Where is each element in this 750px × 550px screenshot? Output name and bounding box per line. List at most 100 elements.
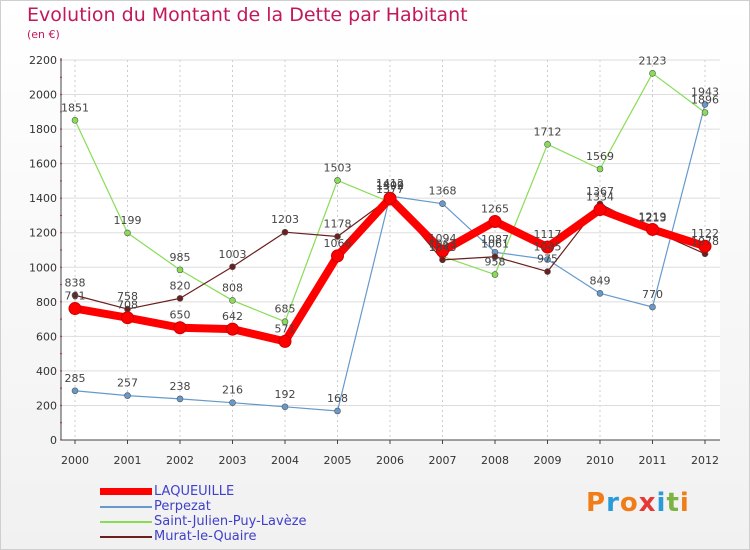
x-tick-label: 2001: [114, 454, 142, 467]
data-label: 1178: [324, 218, 352, 231]
data-label: 975: [537, 253, 558, 266]
data-label: 1412: [376, 177, 404, 190]
data-point: [68, 302, 82, 316]
data-label: 216: [222, 384, 243, 397]
legend-label: Murat-le-Quaire: [154, 529, 257, 544]
data-point: [229, 297, 236, 304]
data-point: [701, 101, 709, 108]
data-label: 1219: [639, 210, 667, 223]
y-tick-label: 1600: [29, 158, 57, 171]
data-point: [71, 387, 79, 395]
data-label: 2123: [639, 54, 667, 67]
data-label: 958: [485, 256, 506, 269]
data-label: 838: [65, 276, 86, 289]
data-point: [176, 395, 184, 403]
proxiti-logo: Proxiti: [586, 488, 690, 518]
x-tick-label: 2009: [534, 454, 562, 467]
data-point: [593, 203, 607, 217]
x-tick-label: 2012: [691, 454, 719, 467]
legend-label: Saint-Julien-Puy-Lavèze: [154, 514, 307, 529]
x-tick-label: 2003: [219, 454, 247, 467]
data-point: [176, 295, 184, 302]
data-label: 1569: [586, 150, 614, 163]
data-point: [71, 291, 79, 299]
data-label: 1043: [429, 241, 457, 254]
data-label: 758: [117, 290, 138, 303]
data-label: 1712: [534, 125, 562, 138]
legend-label: Perpezat: [154, 499, 211, 514]
data-point: [488, 215, 502, 228]
data-label: 571: [275, 322, 296, 335]
data-label: 770: [642, 288, 663, 301]
data-point: [124, 392, 131, 399]
data-label: 1896: [691, 94, 719, 107]
data-point: [281, 403, 289, 411]
data-point: [281, 228, 289, 236]
y-tick-label: 2200: [29, 54, 57, 67]
data-point: [491, 253, 499, 261]
data-label: 192: [275, 388, 296, 401]
data-label: 1399: [376, 179, 404, 192]
legend-swatch: [100, 506, 152, 508]
data-point: [334, 407, 341, 415]
x-tick-label: 2011: [639, 454, 667, 467]
data-label: 1368: [429, 185, 457, 198]
data-point: [439, 200, 446, 208]
data-point: [541, 240, 554, 254]
data-point: [646, 222, 659, 236]
y-tick-label: 1400: [29, 192, 57, 205]
data-point: [701, 109, 709, 116]
data-label: 1203: [271, 213, 299, 226]
x-tick-label: 2010: [586, 454, 614, 467]
data-label: 1367: [586, 185, 614, 198]
data-label: 849: [590, 274, 611, 287]
data-label: 1061: [481, 238, 509, 251]
data-point: [596, 290, 604, 297]
data-label: 1117: [534, 228, 562, 241]
x-tick-label: 2002: [166, 454, 194, 467]
data-label: 650: [170, 309, 191, 322]
y-tick-label: 2000: [29, 89, 57, 102]
x-tick-label: 2008: [481, 454, 509, 467]
data-point: [278, 334, 292, 348]
x-tick-label: 2000: [61, 454, 89, 467]
data-label: 708: [117, 299, 138, 312]
data-label: 1213: [639, 211, 667, 224]
data-point: [229, 399, 236, 406]
data-label: 238: [170, 380, 191, 393]
y-tick-label: 200: [36, 399, 57, 412]
data-label: 1094: [429, 232, 457, 245]
data-point: [281, 318, 289, 325]
y-tick-label: 1200: [29, 227, 57, 240]
data-point: [436, 244, 449, 258]
y-tick-label: 400: [36, 365, 57, 378]
legend-swatch: [100, 536, 152, 538]
legend-swatch: [100, 521, 152, 523]
data-point: [226, 322, 239, 336]
data-label: 642: [222, 310, 243, 323]
data-point: [334, 177, 341, 184]
data-label: 1003: [219, 248, 247, 261]
data-label: 1851: [61, 101, 89, 114]
data-point: [121, 311, 134, 325]
x-tick-label: 2006: [376, 454, 404, 467]
data-label: 761: [65, 290, 86, 303]
y-tick-label: 1800: [29, 123, 57, 136]
data-label: 820: [170, 279, 191, 292]
data-point: [544, 268, 551, 275]
data-label: 1045: [534, 241, 562, 254]
data-point: [439, 256, 446, 264]
data-point: [596, 165, 604, 173]
data-label: 808: [222, 281, 243, 294]
data-point: [71, 116, 79, 124]
data-point: [331, 249, 344, 263]
y-tick-label: 0: [50, 434, 57, 447]
legend-swatch: [100, 488, 152, 495]
data-label: 1078: [691, 235, 719, 248]
data-label: 1503: [324, 161, 352, 174]
data-label: 1943: [691, 85, 719, 98]
data-label: 685: [275, 303, 296, 316]
data-label: 1334: [586, 191, 614, 204]
data-point: [334, 233, 341, 240]
